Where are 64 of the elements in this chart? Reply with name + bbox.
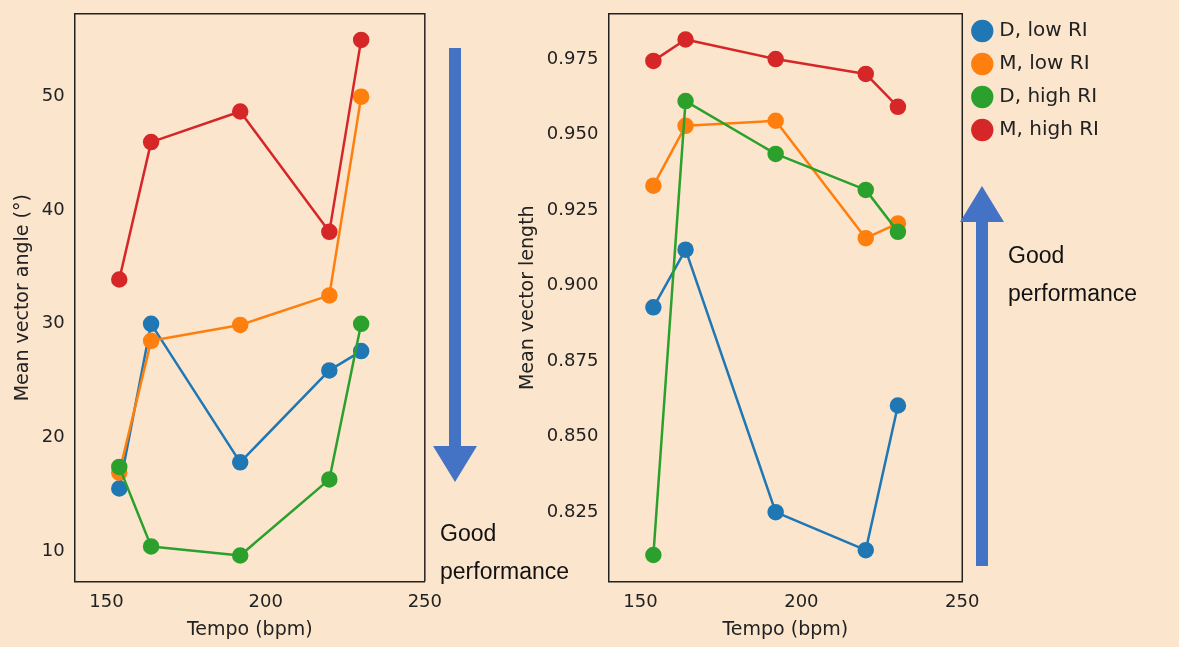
point <box>142 332 160 350</box>
point <box>677 241 694 258</box>
point <box>352 315 370 333</box>
point <box>889 98 907 116</box>
point <box>645 546 662 564</box>
point <box>889 397 907 414</box>
x-tick-label: 200 <box>248 590 283 612</box>
y-tick-label: 50 <box>41 84 65 106</box>
point <box>111 480 128 497</box>
point <box>857 65 874 83</box>
y-tick-label: 0.900 <box>546 273 599 295</box>
y-tick-label: 0.825 <box>546 499 599 521</box>
legend-label: D, low RI <box>999 17 1088 42</box>
point <box>321 287 338 304</box>
y-tick-label: 0.875 <box>546 348 599 370</box>
x-tick-label: 250 <box>407 590 442 612</box>
y-tick-label: 40 <box>41 197 65 219</box>
text: Good performance <box>1008 241 1138 308</box>
point <box>677 31 694 48</box>
point <box>857 541 874 559</box>
point <box>677 92 694 110</box>
x-axis-title: Tempo (bpm) <box>721 616 849 639</box>
point <box>231 454 249 471</box>
x-tick-label: 250 <box>945 590 980 612</box>
point <box>142 538 160 555</box>
point <box>231 316 249 334</box>
y-tick-label: 10 <box>41 538 65 560</box>
legend-label: D, high RI <box>999 83 1098 108</box>
y-tick-label: 20 <box>41 425 65 447</box>
point <box>645 177 662 194</box>
y-tick-label: 0.975 <box>546 46 599 68</box>
point <box>767 112 784 129</box>
point <box>645 52 662 70</box>
point <box>321 362 338 379</box>
point <box>352 88 370 105</box>
point <box>352 31 370 49</box>
point <box>767 503 784 521</box>
point <box>231 103 249 120</box>
point <box>645 299 662 316</box>
y-tick-label: 0.925 <box>546 197 599 219</box>
point <box>321 471 338 488</box>
y-tick-label: 30 <box>41 311 65 333</box>
point <box>111 271 128 288</box>
x-tick-label: 200 <box>784 590 819 612</box>
point <box>142 133 160 151</box>
y-axis-title: Mean vector length <box>515 205 538 391</box>
point <box>889 223 907 241</box>
point <box>231 547 249 564</box>
point <box>142 315 160 333</box>
point <box>321 223 338 241</box>
legend-label: M, high RI <box>999 116 1100 141</box>
point <box>857 229 874 247</box>
point <box>111 458 128 476</box>
point <box>857 181 874 199</box>
legend-label: M, low RI <box>999 50 1090 75</box>
y-tick-label: 0.850 <box>546 424 599 446</box>
x-axis-title: Tempo (bpm) <box>185 616 313 639</box>
y-axis-title: Mean vector angle (°) <box>10 194 33 402</box>
y-tick-label: 0.950 <box>546 122 599 144</box>
point <box>767 145 784 163</box>
x-tick-label: 150 <box>89 590 124 612</box>
x-tick-label: 150 <box>623 590 658 612</box>
text: Good performance <box>440 520 570 584</box>
point <box>767 50 784 68</box>
